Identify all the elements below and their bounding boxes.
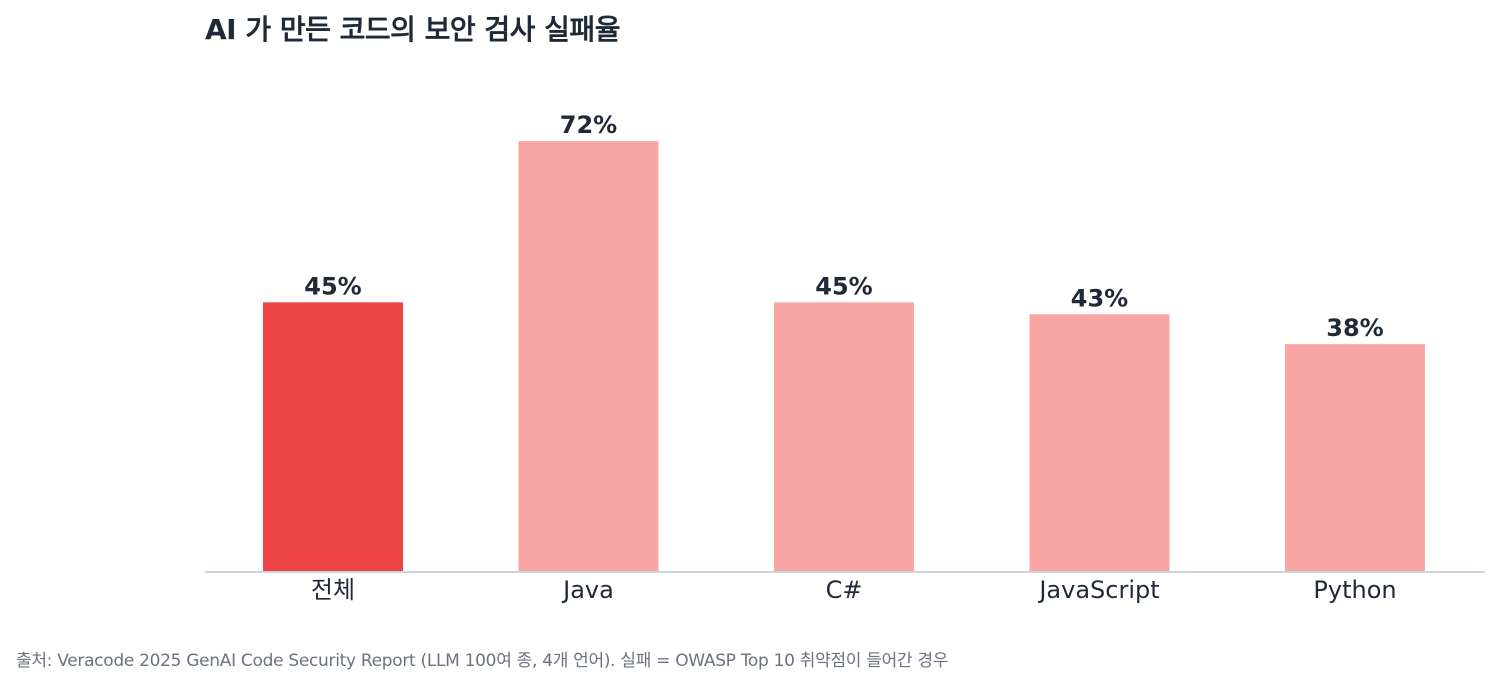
- source-note: 출처: Veracode 2025 GenAI Code Security Re…: [16, 651, 949, 671]
- chart-title: AI 가 만든 코드의 보안 검사 실패율: [205, 13, 620, 46]
- value-label-0: 45%: [304, 272, 361, 300]
- value-label-3: 43%: [1071, 284, 1128, 312]
- value-label-4: 38%: [1326, 314, 1383, 342]
- category-label-3: JavaScript: [1037, 576, 1159, 604]
- category-label-4: Python: [1313, 576, 1396, 604]
- value-label-2: 45%: [815, 272, 872, 300]
- bar-1: [518, 141, 659, 571]
- bar-0: [263, 302, 403, 571]
- labels-group: 45% 전체 72% Java 45% C# 43% JavaScript 38% Python: [304, 111, 1396, 604]
- value-label-1: 72%: [560, 111, 617, 139]
- bar-3: [1029, 314, 1170, 571]
- bars-group: [263, 141, 1425, 571]
- bar-4: [1285, 344, 1425, 571]
- bar-chart: 45% 전체 72% Java 45% C# 43% JavaScript 38% Python: [205, 111, 1485, 604]
- category-label-1: Java: [561, 576, 614, 604]
- category-label-0: 전체: [311, 576, 355, 604]
- bar-2: [774, 302, 914, 571]
- category-label-2: C#: [826, 576, 863, 604]
